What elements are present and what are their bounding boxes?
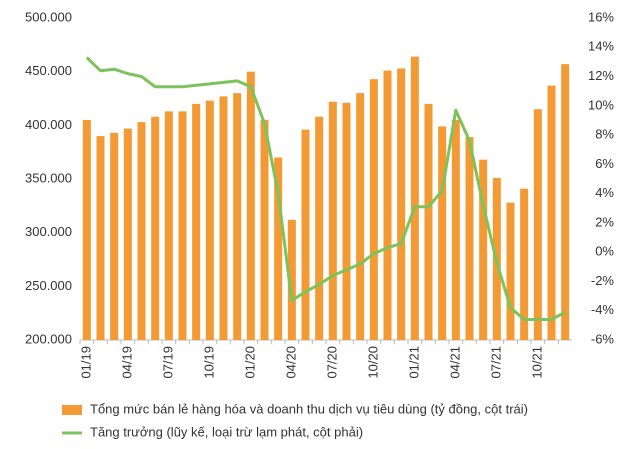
y2-tick-label: 14% bbox=[588, 39, 614, 54]
y2-tick-label: 16% bbox=[588, 9, 614, 24]
x-tick-label: 07/20 bbox=[324, 346, 339, 379]
y2-tick-label: -2% bbox=[591, 273, 615, 288]
x-tick-label: 10/20 bbox=[365, 346, 380, 379]
bar bbox=[520, 188, 529, 340]
y2-tick-label: -4% bbox=[591, 302, 615, 317]
bar bbox=[123, 128, 132, 340]
bar bbox=[438, 126, 447, 340]
legend-swatch bbox=[62, 405, 82, 415]
bar bbox=[561, 64, 570, 341]
bar bbox=[274, 157, 283, 340]
bar bbox=[178, 111, 187, 340]
bar bbox=[219, 96, 228, 340]
bar bbox=[110, 132, 119, 340]
bar bbox=[410, 56, 419, 340]
x-tick-label: 04/21 bbox=[447, 346, 462, 379]
x-tick-label: 01/21 bbox=[406, 346, 421, 379]
bar bbox=[246, 71, 255, 341]
bar bbox=[82, 119, 91, 340]
bar bbox=[533, 109, 542, 340]
legend: Tổng mức bán lẻ hàng hóa và doanh thu dị… bbox=[62, 401, 528, 439]
x-tick-label: 04/20 bbox=[283, 346, 298, 379]
bar bbox=[397, 68, 406, 341]
bar bbox=[233, 93, 242, 340]
bar bbox=[287, 219, 296, 340]
legend-label: Tổng mức bán lẻ hàng hóa và doanh thu dị… bbox=[90, 401, 528, 416]
bar bbox=[328, 101, 337, 340]
y2-tick-label: 0% bbox=[595, 244, 614, 259]
y-tick-label: 500.000 bbox=[25, 9, 72, 24]
legend-label: Tăng trưởng (lũy kế, loại trừ lạm phát, … bbox=[90, 424, 363, 439]
y-tick-label: 350.000 bbox=[25, 170, 72, 185]
bar bbox=[547, 85, 556, 341]
bar bbox=[205, 100, 214, 340]
y2-tick-label: -6% bbox=[591, 331, 615, 346]
y-tick-label: 400.000 bbox=[25, 117, 72, 132]
y2-tick-label: 4% bbox=[595, 185, 614, 200]
bar bbox=[342, 102, 351, 340]
bar bbox=[137, 122, 146, 340]
bar bbox=[260, 119, 269, 340]
bar bbox=[164, 111, 173, 340]
y2-tick-label: 6% bbox=[595, 156, 614, 171]
y2-tick-label: 2% bbox=[595, 214, 614, 229]
bar bbox=[151, 116, 160, 340]
y-tick-label: 450.000 bbox=[25, 63, 72, 78]
bar bbox=[356, 93, 365, 340]
x-tick-label: 07/19 bbox=[160, 346, 175, 379]
bar bbox=[315, 116, 324, 340]
y-tick-label: 250.000 bbox=[25, 278, 72, 293]
line bbox=[85, 56, 566, 321]
bar bbox=[301, 129, 310, 340]
x-tick-label: 10/21 bbox=[529, 346, 544, 379]
x-tick-label: 01/20 bbox=[242, 346, 257, 379]
x-tick-label: 10/19 bbox=[201, 346, 216, 379]
bar bbox=[424, 103, 433, 340]
y2-tick-label: 8% bbox=[595, 127, 614, 142]
bar bbox=[465, 137, 474, 340]
bar bbox=[451, 119, 460, 340]
y-tick-label: 300.000 bbox=[25, 224, 72, 239]
x-tick-label: 07/21 bbox=[488, 346, 503, 379]
bar bbox=[506, 202, 515, 340]
bar bbox=[383, 70, 392, 341]
y2-tick-label: 10% bbox=[588, 97, 614, 112]
bar bbox=[369, 79, 378, 341]
bar bbox=[479, 159, 488, 340]
y2-tick-label: 12% bbox=[588, 68, 614, 83]
bar bbox=[96, 136, 105, 340]
y-tick-label: 200.000 bbox=[25, 331, 72, 346]
x-tick-label: 04/19 bbox=[119, 346, 134, 379]
bar bbox=[192, 103, 201, 340]
x-tick-label: 01/19 bbox=[78, 346, 93, 379]
